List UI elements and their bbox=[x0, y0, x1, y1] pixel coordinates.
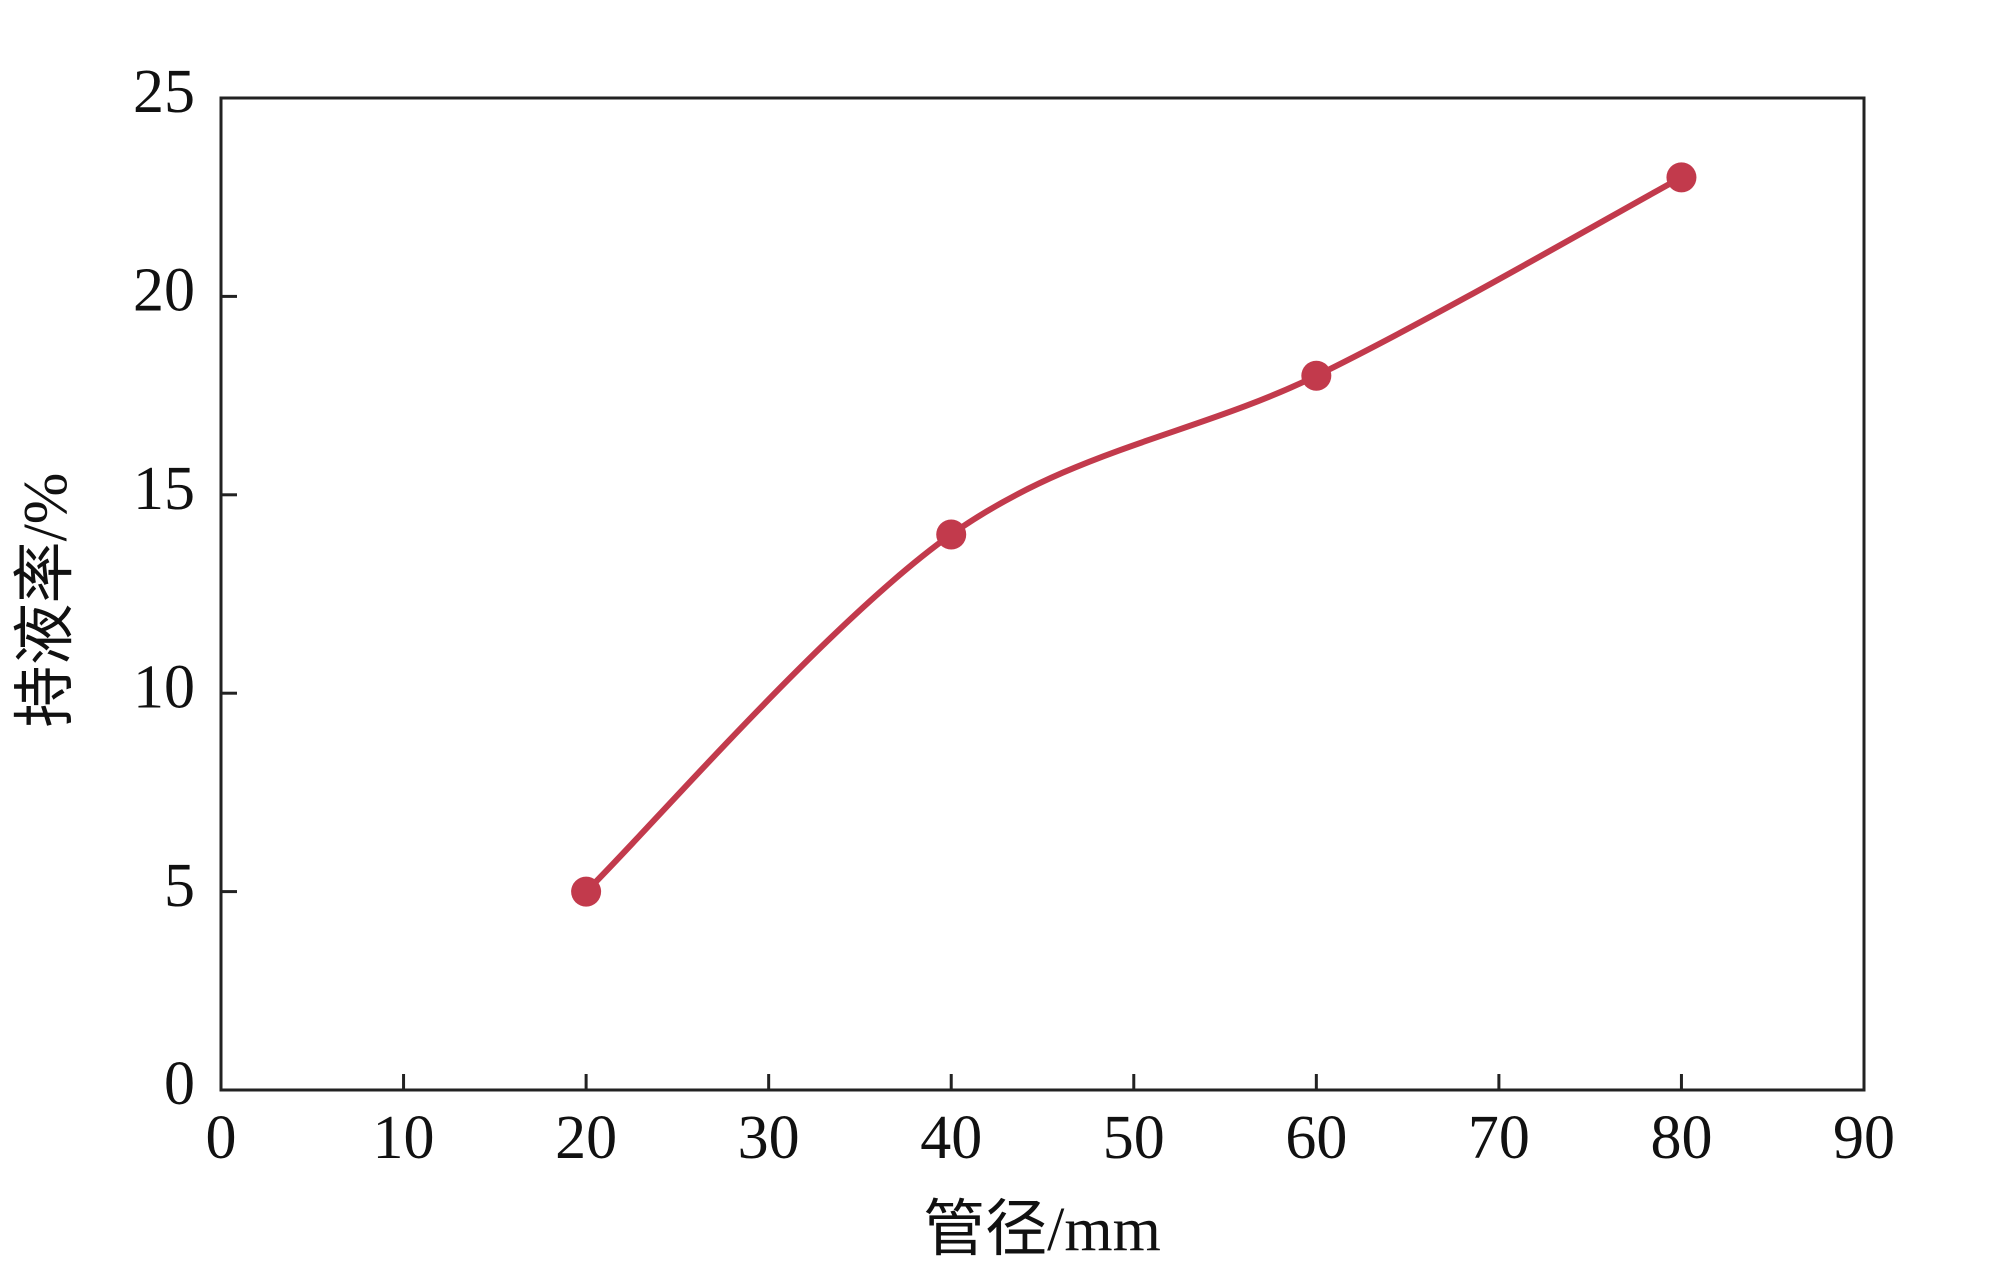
x-tick-label: 70 bbox=[1468, 1104, 1530, 1172]
x-tick-label: 20 bbox=[555, 1104, 617, 1172]
x-tick-label: 40 bbox=[920, 1104, 982, 1172]
y-tick-label: 25 bbox=[133, 58, 195, 126]
x-tick-label: 0 bbox=[206, 1104, 237, 1172]
y-tick-label: 15 bbox=[133, 455, 195, 523]
marker bbox=[1666, 162, 1697, 193]
x-tick-label: 30 bbox=[738, 1104, 800, 1172]
x-tick-label: 90 bbox=[1833, 1104, 1895, 1172]
x-tick-label: 50 bbox=[1103, 1104, 1165, 1172]
marker bbox=[571, 876, 602, 907]
x-tick-label: 60 bbox=[1285, 1104, 1347, 1172]
x-axis-label: 管径/mm bbox=[923, 1196, 1161, 1264]
marker bbox=[936, 519, 967, 550]
y-tick-label: 0 bbox=[164, 1050, 195, 1118]
x-tick-label: 80 bbox=[1650, 1104, 1712, 1172]
x-tick-label: 10 bbox=[373, 1104, 435, 1172]
y-axis-label: 持液率/% bbox=[12, 473, 80, 728]
y-tick-label: 20 bbox=[133, 257, 195, 325]
marker bbox=[1301, 360, 1332, 391]
y-tick-label: 10 bbox=[133, 653, 195, 721]
plot-frame bbox=[219, 96, 1866, 1092]
y-tick-label: 5 bbox=[164, 852, 195, 920]
line bbox=[584, 174, 1683, 894]
